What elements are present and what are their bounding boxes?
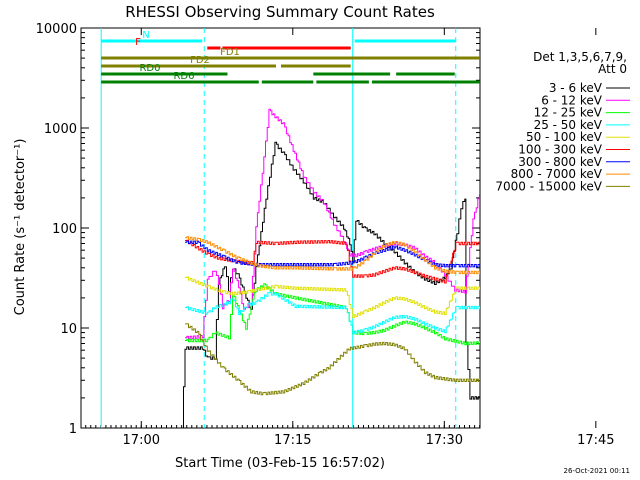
flag-label-f: F [135, 37, 141, 48]
flag-label-rd0: RD0 [139, 63, 160, 74]
legend-label: 100 - 300 keV [518, 143, 602, 157]
series-line-300-800 [185, 240, 480, 268]
flag-label-fd2: FD2 [190, 55, 210, 66]
legend-label: 6 - 12 keV [541, 93, 603, 107]
series-line-50-100 [185, 276, 480, 319]
flag-label-fd1: FD1 [220, 47, 240, 58]
x-tick-label: 17:45 [577, 433, 614, 448]
legend-label: 50 - 100 keV [526, 130, 603, 144]
chart-title: RHESSI Observing Summary Count Rates [125, 3, 435, 21]
legend-header-line: Det 1,3,5,6,7,9, [533, 50, 627, 64]
x-tick-label: 17:15 [274, 433, 311, 448]
legend-label: 300 - 800 keV [518, 155, 602, 169]
series-group [182, 108, 480, 428]
series-line-6-12 [185, 108, 480, 340]
y-axis-label: Count Rate (s⁻¹ detector⁻¹) [13, 139, 28, 316]
timestamp: 26-Oct-2021 00:11 [564, 467, 630, 475]
y-tick-label: 10000 [36, 22, 77, 37]
series-line-25-50 [185, 292, 480, 335]
legend-label: 7000 - 15000 keV [495, 179, 602, 193]
x-tick-label: 17:30 [426, 433, 463, 448]
legend-header-line: Att 0 [598, 62, 627, 76]
legend-label: 3 - 6 keV [549, 81, 603, 95]
y-tick-label: 1 [69, 422, 77, 437]
x-axis-label: Start Time (03-Feb-15 16:57:02) [175, 456, 385, 471]
y-tick-label: 1000 [44, 122, 77, 137]
x-tick-label: 17:00 [123, 433, 160, 448]
legend-label: 25 - 50 keV [534, 118, 603, 132]
plot-area: 17:0017:1517:3017:4518:0018:1518:3011010… [36, 22, 615, 448]
series-line-12-25 [185, 283, 480, 346]
legend-label: 800 - 7000 keV [511, 167, 603, 181]
series-line-800-7000 [185, 236, 480, 275]
flag-label-rd6: RD6 [173, 71, 194, 82]
y-tick-label: 10 [60, 322, 77, 337]
legend-label: 12 - 25 keV [534, 106, 603, 120]
y-tick-label: 100 [52, 222, 77, 237]
flag-label-n: N [142, 30, 149, 41]
series-line-7000-15000 [185, 323, 480, 396]
series-line-3-6 [182, 141, 480, 428]
